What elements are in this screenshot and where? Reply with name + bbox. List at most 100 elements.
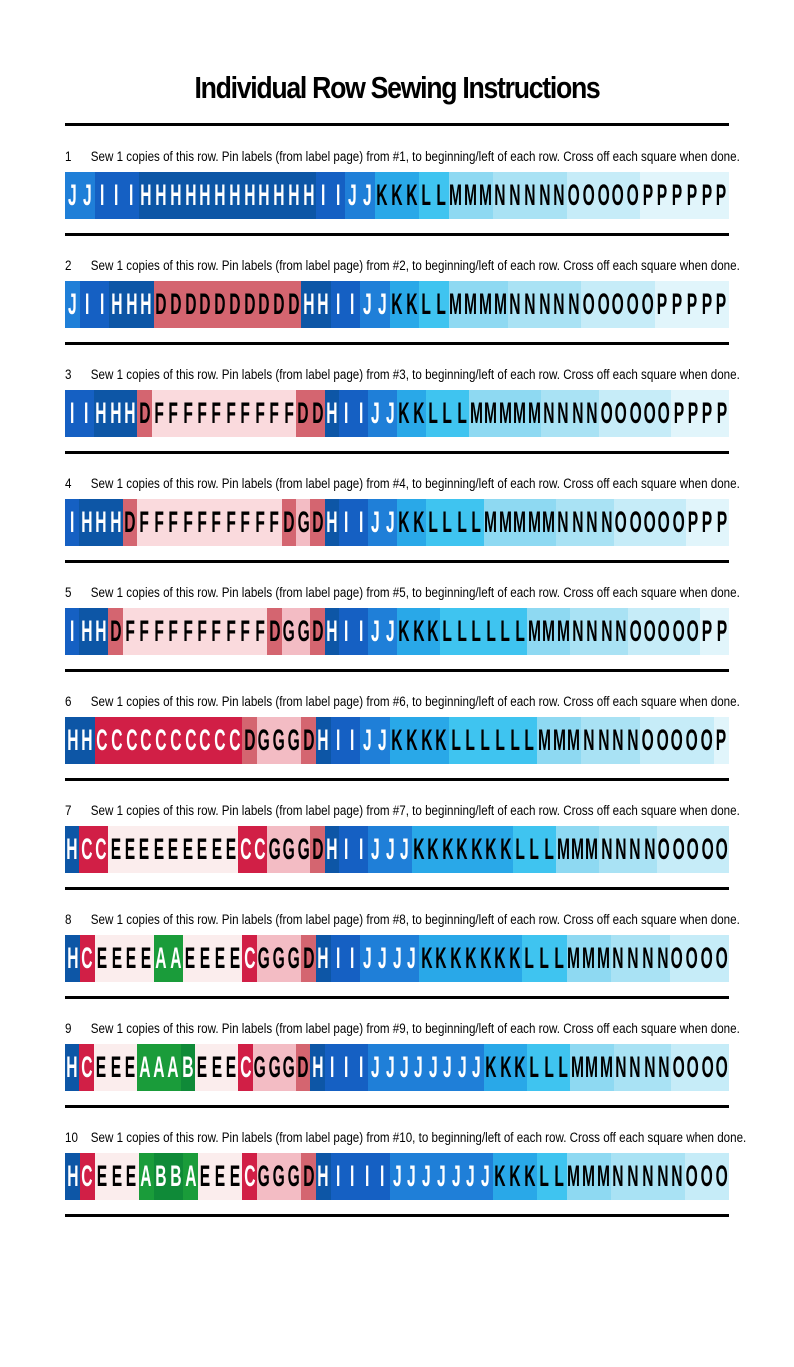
row-number: 4	[65, 476, 72, 491]
fabric-square: F	[151, 608, 167, 655]
fabric-square-letter: M	[582, 1159, 596, 1193]
fabric-square-letter: M	[478, 287, 492, 321]
fabric-square-letter: L	[554, 941, 564, 975]
fabric-square-letter: F	[226, 505, 236, 539]
fabric-square: P	[700, 608, 715, 655]
fabric-square: H	[79, 608, 94, 655]
fabric-square: P	[684, 172, 700, 219]
fabric-square: M	[599, 1044, 614, 1091]
fabric-square: O	[656, 826, 672, 873]
sewing-row-6: 6 Sew 1 copies of this row. Pin labels (f…	[65, 671, 740, 780]
fabric-square: P	[700, 390, 715, 437]
fabric-square: G	[256, 717, 272, 764]
fabric-square-letter: N	[523, 287, 536, 321]
fabric-square-letter: K	[485, 832, 497, 866]
fabric-square: K	[419, 717, 434, 764]
fabric-square-letter: E	[199, 1159, 211, 1193]
fabric-square: O	[699, 935, 714, 982]
fabric-square-letter: A	[153, 1050, 165, 1084]
fabric-square: F	[238, 390, 253, 437]
fabric-square: L	[527, 826, 542, 873]
fabric-square: O	[581, 281, 596, 328]
fabric-square: M	[469, 390, 484, 437]
fabric-square: I	[339, 390, 354, 437]
fabric-square-letter: J	[377, 941, 387, 975]
fabric-square-letter: O	[658, 832, 671, 866]
fabric-square-letter: J	[481, 1159, 490, 1193]
fabric-square: E	[138, 935, 154, 982]
row-instruction: 1 Sew 1 copies of this row. Pin labels (f…	[65, 149, 740, 167]
fabric-square: O	[685, 1044, 701, 1091]
fabric-square: E	[94, 1153, 110, 1200]
fabric-square-letter: K	[514, 1050, 526, 1084]
fabric-square: L	[478, 717, 493, 764]
row-instruction: 5 Sew 1 copies of this row. Pin labels (f…	[65, 585, 740, 603]
fabric-square-letter: F	[226, 614, 236, 648]
fabric-square: F	[151, 390, 167, 437]
fabric-square: P	[714, 717, 729, 764]
fabric-square: I	[94, 281, 110, 328]
fabric-square: J	[404, 935, 419, 982]
fabric-square: E	[209, 826, 224, 873]
fabric-square-letter: L	[558, 1050, 568, 1084]
fabric-square: L	[433, 281, 449, 328]
row-number: 2	[65, 258, 72, 273]
fabric-square: H	[122, 390, 138, 437]
fabric-square-letter: I	[350, 1159, 355, 1193]
fabric-square-letter: I	[350, 941, 355, 975]
fabric-square: P	[669, 281, 685, 328]
fabric-square: N	[570, 608, 585, 655]
fabric-square: P	[714, 281, 729, 328]
fabric-square: M	[483, 499, 499, 546]
fabric-square-letter: F	[240, 505, 251, 539]
fabric-square-letter: M	[542, 614, 556, 648]
fabric-square: I	[324, 1044, 340, 1091]
fabric-square-letter: G	[258, 723, 271, 757]
fabric-square-letter: D	[302, 723, 315, 757]
fabric-square-letter: O	[672, 832, 685, 866]
fabric-square: O	[699, 1153, 714, 1200]
fabric-square: I	[353, 390, 369, 437]
fabric-square-letter: E	[211, 832, 222, 866]
fabric-square: M	[570, 826, 585, 873]
fabric-square-letter: L	[486, 614, 496, 648]
fabric-square-letter: G	[297, 832, 310, 866]
fabric-square: J	[360, 172, 375, 219]
fabric-square-letter: P	[686, 178, 698, 212]
fabric-square-letter: K	[435, 941, 447, 975]
fabric-square: C	[183, 717, 198, 764]
fabric-square-letter: K	[413, 505, 425, 539]
fabric-square-letter: D	[138, 396, 151, 430]
fabric-square: F	[238, 499, 253, 546]
fabric-square: O	[628, 390, 643, 437]
fabric-square: N	[599, 499, 614, 546]
fabric-square-letter: L	[457, 505, 467, 539]
fabric-square-letter: K	[405, 178, 418, 212]
fabric-square-letter: M	[513, 505, 527, 539]
fabric-square-letter: M	[567, 941, 581, 975]
fabric-square-letter: H	[95, 614, 107, 648]
fabric-square-letter: L	[539, 1159, 550, 1193]
fabric-square-letter: J	[407, 1159, 416, 1193]
fabric-square: N	[537, 281, 552, 328]
fabric-square: K	[483, 826, 499, 873]
fabric-square: G	[286, 717, 301, 764]
fabric-square-letter: M	[596, 1159, 610, 1193]
fabric-square-letter: E	[185, 941, 196, 975]
row-number: 8	[65, 912, 72, 927]
fabric-square: H	[324, 608, 340, 655]
fabric-square: A	[138, 1153, 154, 1200]
fabric-square-letter: I	[84, 287, 90, 321]
fabric-square: P	[700, 499, 715, 546]
fabric-square-letter: D	[312, 396, 324, 430]
fabric-square-letter: M	[582, 941, 596, 975]
fabric-square-letter: N	[641, 941, 654, 975]
fabric-square-letter: G	[282, 1050, 295, 1084]
fabric-square: F	[166, 608, 181, 655]
fabric-square: H	[271, 172, 287, 219]
fabric-square-letter: F	[269, 396, 280, 430]
fabric-square-letter: I	[358, 614, 364, 648]
fabric-square: L	[512, 826, 527, 873]
